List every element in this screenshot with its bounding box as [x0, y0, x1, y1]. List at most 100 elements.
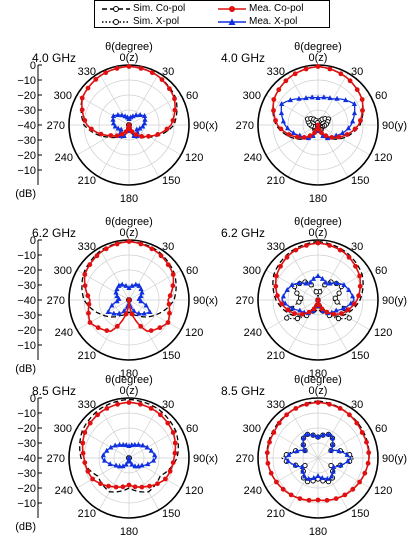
mea-co-series-marker	[336, 134, 342, 140]
radial-tick-label: −20	[17, 483, 36, 495]
theta-axis-title: θ(degree)	[105, 374, 153, 386]
mea-x-series-marker	[115, 125, 121, 131]
mea-co-series-marker	[271, 430, 277, 435]
mea-co-series-marker	[314, 302, 320, 308]
frequency-label: 8.5 GHz	[221, 384, 265, 398]
mea-co-series-marker	[353, 263, 358, 269]
angle-label-90: 90(x)	[193, 453, 218, 465]
mea-x-series-marker	[351, 101, 357, 106]
mea-x-series-marker	[143, 302, 149, 308]
radial-tick-label: −30	[17, 135, 36, 147]
mea-co-series-marker	[323, 133, 329, 139]
mea-x-series-marker	[126, 285, 132, 290]
outer-ring	[68, 397, 190, 519]
mea-x-series-marker	[119, 281, 125, 287]
grid-spoke	[317, 457, 371, 489]
mea-x-series-marker	[324, 475, 330, 481]
angle-label-330: 330	[78, 399, 96, 411]
mea-co-series-marker	[170, 430, 176, 435]
mea-co-series-marker	[271, 108, 276, 113]
mea-x-series-marker	[121, 307, 127, 313]
theta-axis-title: θ(degree)	[105, 216, 153, 228]
mea-co-series-marker	[80, 450, 86, 456]
angle-label-210: 210	[267, 175, 285, 187]
grid-spoke	[128, 299, 182, 331]
angle-label-0: 0(z)	[120, 52, 139, 64]
mea-x-series-marker	[141, 113, 148, 118]
theta-axis-title: θ(degree)	[105, 41, 153, 53]
grid-spoke	[287, 405, 319, 459]
angle-label-120: 120	[374, 152, 392, 164]
mea-x-series-marker	[280, 293, 286, 299]
radial-tick-label: −40	[17, 453, 36, 465]
mea-co-series-marker	[82, 283, 88, 289]
mea-co-series-marker	[82, 272, 88, 277]
mea-co-series-marker	[357, 479, 362, 485]
mea-co-series-marker	[172, 440, 178, 446]
mea-co-series-marker	[311, 306, 317, 312]
mea-x-series-marker	[285, 458, 291, 464]
mea-x-series-marker	[123, 282, 129, 288]
mea-x-series-marker	[301, 473, 308, 479]
mea-co-series-marker	[103, 70, 109, 76]
mea-co-series-marker	[267, 439, 272, 445]
radial-tick-label: 0	[30, 235, 36, 247]
angle-label-90: 90(x)	[193, 120, 218, 132]
mea-co-series-marker	[138, 323, 144, 329]
mea-x-series-marker	[330, 464, 337, 469]
mea-co-series-marker	[359, 430, 365, 435]
mea-x-series-marker	[129, 282, 135, 288]
mea-x-series-marker	[124, 114, 130, 120]
mea-x-series-marker	[114, 286, 120, 292]
mea-co-series-marker	[95, 325, 101, 331]
angle-label-240: 240	[244, 152, 262, 164]
mea-co-series-marker	[155, 132, 161, 137]
mea-co-series-marker	[294, 134, 300, 140]
angle-label-180: 180	[120, 193, 138, 205]
mea-x-series-marker	[152, 452, 158, 458]
angle-label-60: 60	[186, 90, 198, 102]
grid-spoke	[128, 94, 182, 126]
mea-co-series-marker	[357, 273, 362, 279]
angle-label-150: 150	[351, 508, 369, 520]
mea-co-series-marker	[149, 246, 155, 252]
mea-co-series-marker	[94, 253, 100, 259]
angle-label-180: 180	[120, 368, 138, 380]
mea-co-series-marker	[278, 126, 284, 132]
mea-x-series-marker	[112, 442, 118, 448]
mea-x-series-marker	[123, 442, 129, 448]
mea-co-series-marker	[82, 460, 88, 465]
mea-co-series-marker	[172, 450, 178, 456]
mea-co-series-marker	[315, 122, 321, 128]
mea-x-series-marker	[289, 305, 295, 311]
mea-co-series-marker	[167, 468, 173, 474]
mea-co-series-marker	[98, 481, 103, 487]
mea-co-series-marker	[86, 301, 92, 307]
mea-co-series-marker	[315, 297, 321, 303]
theta-axis-title: θ(degree)	[294, 41, 342, 53]
mea-x-series-marker	[107, 461, 113, 467]
mea-x-series-marker	[112, 123, 118, 129]
polar-chart-5: 8.5 GHz θ(degree)0(z) 30 60 90(x) 120 150 180 21…	[15, 374, 218, 538]
radial-tick-label: −30	[17, 468, 36, 480]
mea-x-series-marker	[110, 116, 116, 122]
grid-spoke	[128, 457, 182, 489]
mea-x-series-marker	[138, 293, 144, 299]
mea-x-series-marker	[126, 455, 132, 460]
grid-spoke	[128, 405, 160, 459]
angle-label-30: 30	[162, 66, 174, 78]
mea-co-series-marker	[337, 247, 343, 253]
mea-x-series-marker	[324, 135, 331, 141]
angle-label-150: 150	[162, 175, 180, 187]
grid-spoke	[317, 247, 349, 301]
mea-x-series-marker	[113, 462, 119, 468]
mea-x-series-marker	[148, 447, 154, 453]
theta-axis-title: θ(degree)	[294, 216, 342, 228]
mea-co-series-marker	[170, 272, 176, 277]
angle-label-120: 120	[374, 327, 392, 339]
mea-x-series-marker	[296, 95, 302, 101]
sim-x-series-marker	[294, 290, 300, 296]
mea-co-series-marker	[338, 71, 344, 77]
angle-label-90: 90(y)	[382, 453, 407, 465]
mea-x-series-marker	[110, 120, 117, 126]
